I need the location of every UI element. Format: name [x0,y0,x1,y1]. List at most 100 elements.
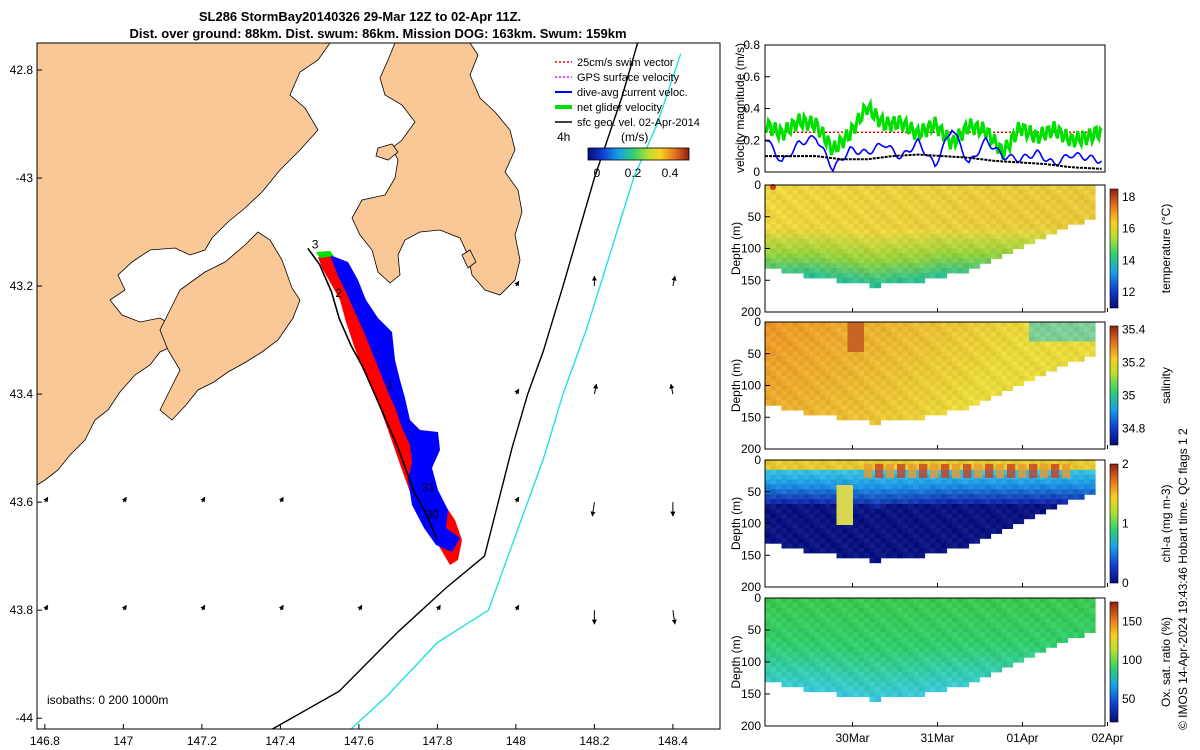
section-cell [869,637,876,643]
section-cell [825,346,832,352]
section-cell [1034,209,1041,215]
chl-max-cell [908,464,917,478]
section-cell [1078,460,1085,466]
section-cell [842,326,849,333]
section-cell [809,632,816,638]
section-cell [864,602,871,609]
section-cell [919,637,926,643]
section-cell [974,518,981,525]
section-cell [1073,219,1080,225]
section-cell [996,214,1003,220]
section-cell [869,602,876,609]
section-cell [908,528,915,534]
section-cell [985,194,992,201]
section-cell [1089,204,1096,210]
section-cell [803,528,810,534]
section-cell [908,602,915,609]
section-cell [765,380,772,387]
section-cell [858,268,865,274]
section-cell [765,204,772,210]
section-cell [869,681,876,688]
section-cell [924,409,931,416]
section-cell [963,612,970,619]
section-cell [1012,474,1019,481]
section-cell [858,351,865,357]
section-cell [1034,612,1041,619]
map-xtick-label: 147 [113,734,133,748]
section-cell [869,662,876,668]
section-cell [957,489,964,495]
section-cell [803,484,810,490]
section-cell [798,652,805,658]
section-cell [1018,185,1025,191]
section-cell [776,185,783,191]
section-cell [880,390,887,396]
section-cell [952,543,959,549]
section-cell [765,400,772,406]
section-ytick-label: 0 [754,591,761,605]
section-cell [891,258,898,264]
section-cell [897,214,904,220]
section-cell [930,385,937,391]
section-ytick-label: 100 [741,517,761,531]
section-cell [1067,356,1074,362]
section-cell [875,598,882,604]
section-cell [935,238,942,245]
section-cell [902,523,909,529]
section-cell [902,326,909,333]
section-cell [941,341,948,347]
section-cell [935,185,942,191]
section-cell [847,375,854,382]
section-cell [891,185,898,191]
section-cell [908,224,915,230]
section-cell [1056,612,1063,619]
section-cell [1012,322,1019,328]
section-cell [935,632,942,638]
section-cell [1040,326,1047,333]
section-cell [930,617,937,624]
section-cell [886,538,893,544]
section-cell [880,627,887,633]
section-cell [924,547,931,554]
section-cell [820,361,827,367]
section-ytick-label: 0 [754,178,761,192]
section-cell [996,489,1003,495]
section-cell [842,366,849,372]
section-cell [935,229,942,235]
section-cell [798,336,805,343]
section-cell [886,326,893,333]
section-cell [897,607,904,614]
section-cell [1067,469,1074,476]
section-cell [886,508,893,515]
section-cell [869,214,876,220]
section-cell [1001,385,1008,391]
section-cell [776,666,783,673]
section-cell [902,598,909,604]
section-cell [836,341,843,347]
section-cell [935,204,942,210]
section-cell [1078,612,1085,619]
section-cell [985,598,992,604]
section-cell [891,681,898,688]
section-cell [798,622,805,629]
section-cell [770,617,777,624]
section-cell [1051,331,1058,338]
section-cell [930,602,937,609]
section-cell [946,351,953,357]
section-cell [770,484,777,490]
section-cell [886,370,893,377]
section-cell [908,380,915,387]
section-cell [946,499,953,505]
section-cell [853,533,860,539]
section-cell [858,277,865,284]
section-cell [908,385,915,391]
map-xtick-label: 147.6 [344,734,374,748]
section-cell [787,258,794,264]
section-cell [930,662,937,668]
section-cell [831,272,838,279]
section-cell [787,598,794,604]
section-cell [803,598,810,604]
sfc-arrow [590,502,596,517]
section-cell [924,617,931,624]
